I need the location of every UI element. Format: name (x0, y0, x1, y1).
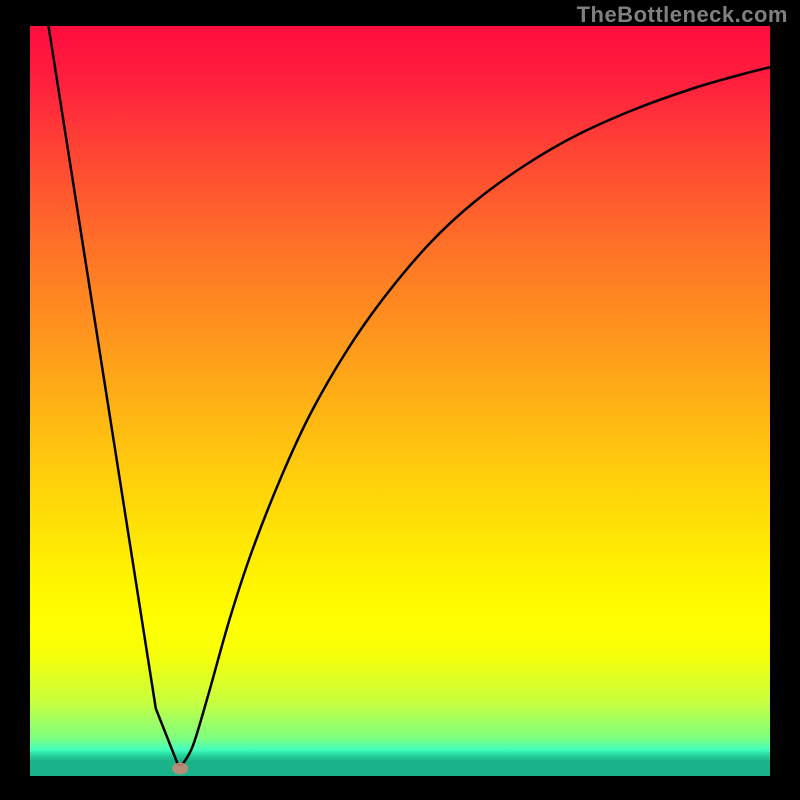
gradient-background (30, 26, 770, 776)
bottleneck-chart (0, 0, 800, 800)
optimal-point-marker (172, 763, 188, 775)
watermark-text: TheBottleneck.com (577, 2, 788, 28)
chart-frame: { "watermark": "TheBottleneck.com", "cha… (0, 0, 800, 800)
